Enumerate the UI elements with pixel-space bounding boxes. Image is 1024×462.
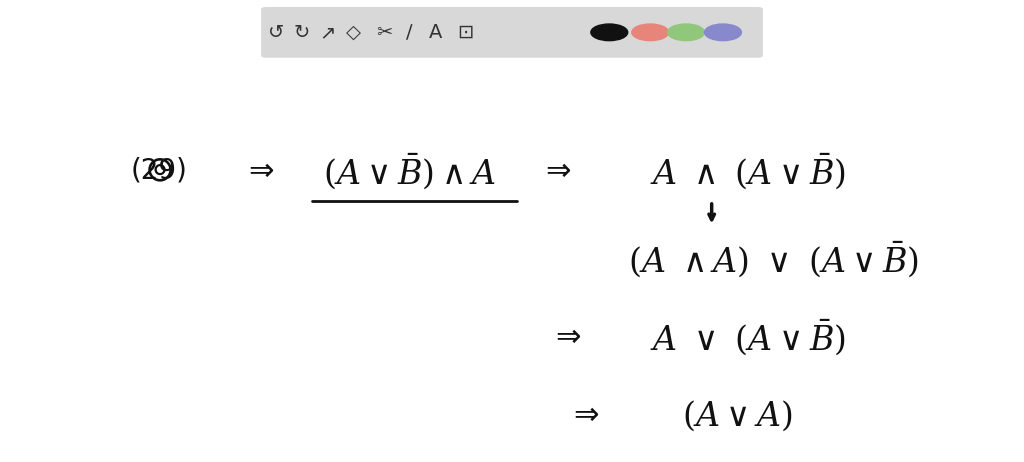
Text: $(A\ \wedge A)\ \vee\ (A\vee\bar{B})$: $(A\ \wedge A)\ \vee\ (A\vee\bar{B})$ xyxy=(628,239,919,279)
Text: ✂: ✂ xyxy=(376,23,392,42)
Text: $(A\vee\bar{B})\wedge A$: $(A\vee\bar{B})\wedge A$ xyxy=(323,151,497,191)
Text: ⇒: ⇒ xyxy=(573,401,598,430)
Text: ⊡: ⊡ xyxy=(458,23,474,42)
Text: $(A\vee A)$: $(A\vee A)$ xyxy=(682,399,793,433)
Text: ⇒: ⇒ xyxy=(546,157,570,185)
Circle shape xyxy=(668,24,705,41)
Text: ⇒: ⇒ xyxy=(556,323,581,352)
Circle shape xyxy=(591,24,628,41)
Text: $A\ \wedge\ (A\vee\bar{B})$: $A\ \wedge\ (A\vee\bar{B})$ xyxy=(649,151,846,191)
Text: A: A xyxy=(428,23,442,42)
Text: ∕: ∕ xyxy=(407,23,413,42)
Text: ↻: ↻ xyxy=(294,23,310,42)
FancyBboxPatch shape xyxy=(261,7,763,58)
Text: ◇: ◇ xyxy=(346,23,360,42)
Text: $\circledcirc$: $\circledcirc$ xyxy=(144,154,173,188)
Text: ↺: ↺ xyxy=(268,23,285,42)
Text: ⇒: ⇒ xyxy=(249,157,273,185)
Text: ↗: ↗ xyxy=(319,23,336,42)
Circle shape xyxy=(705,24,741,41)
Circle shape xyxy=(632,24,669,41)
Text: (29): (29) xyxy=(130,157,187,185)
Text: $A\ \vee\ (A\vee\bar{B})$: $A\ \vee\ (A\vee\bar{B})$ xyxy=(649,317,846,357)
